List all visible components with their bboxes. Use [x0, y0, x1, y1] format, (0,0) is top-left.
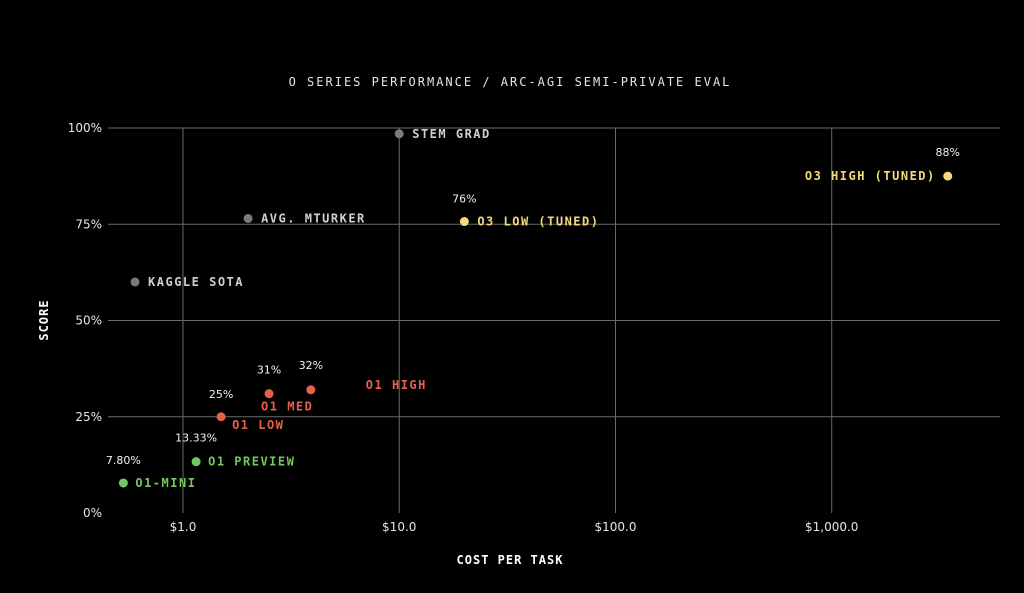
point-value-label: 31%: [257, 364, 281, 377]
point-value-label: 25%: [209, 388, 233, 401]
point-value-label: 88%: [936, 146, 960, 159]
x-tick-label: $100.0: [594, 520, 636, 534]
data-point: [394, 129, 404, 139]
x-tick-label: $1,000.0: [805, 520, 858, 534]
point-label: AVG. MTURKER: [261, 211, 366, 225]
data-point: [243, 213, 253, 223]
point-value-label: 76%: [452, 193, 476, 206]
data-point: [118, 478, 128, 488]
data-point: [306, 385, 316, 395]
data-point: [130, 277, 140, 287]
data-points: STEM GRAD AVG. MTURKER KAGGLE SOTA O3 LOW (…: [106, 127, 960, 490]
point-label: STEM GRAD: [412, 127, 491, 141]
x-axis-title: COST PER TASK: [457, 553, 564, 567]
data-point: [264, 389, 274, 399]
point-value-label: 13.33%: [175, 432, 217, 445]
axis-ticks: 0% 25% 50% 75% 100% $1.0 $10.0 $100.0 $1,000.0: [68, 121, 859, 534]
point-label: O3 HIGH (TUNED): [805, 169, 936, 183]
point-label: KAGGLE SOTA: [148, 275, 244, 289]
y-tick-label: 0%: [83, 506, 102, 520]
data-point: [191, 457, 201, 467]
y-tick-label: 50%: [75, 314, 102, 328]
y-tick-label: 100%: [68, 121, 102, 135]
y-tick-label: 75%: [75, 217, 102, 231]
point-value-label: 7.80%: [106, 454, 141, 467]
chart-title: O SERIES PERFORMANCE / ARC-AGI SEMI-PRIV…: [289, 75, 732, 89]
point-label: O1 HIGH: [366, 378, 427, 392]
point-label: O1 MED: [261, 400, 313, 414]
point-value-label: 32%: [299, 359, 323, 372]
data-point: [943, 171, 953, 181]
point-label: O1 LOW: [232, 418, 284, 432]
y-axis-title: SCORE: [37, 299, 51, 340]
y-tick-label: 25%: [75, 410, 102, 424]
grid-lines: [108, 127, 1000, 513]
x-tick-label: $1.0: [170, 520, 197, 534]
point-label: O1-MINI: [135, 476, 196, 490]
data-point: [216, 412, 226, 422]
data-point: [459, 217, 469, 227]
point-label: O1 PREVIEW: [208, 455, 295, 469]
point-label: O3 LOW (TUNED): [477, 215, 599, 229]
x-tick-label: $10.0: [382, 520, 416, 534]
